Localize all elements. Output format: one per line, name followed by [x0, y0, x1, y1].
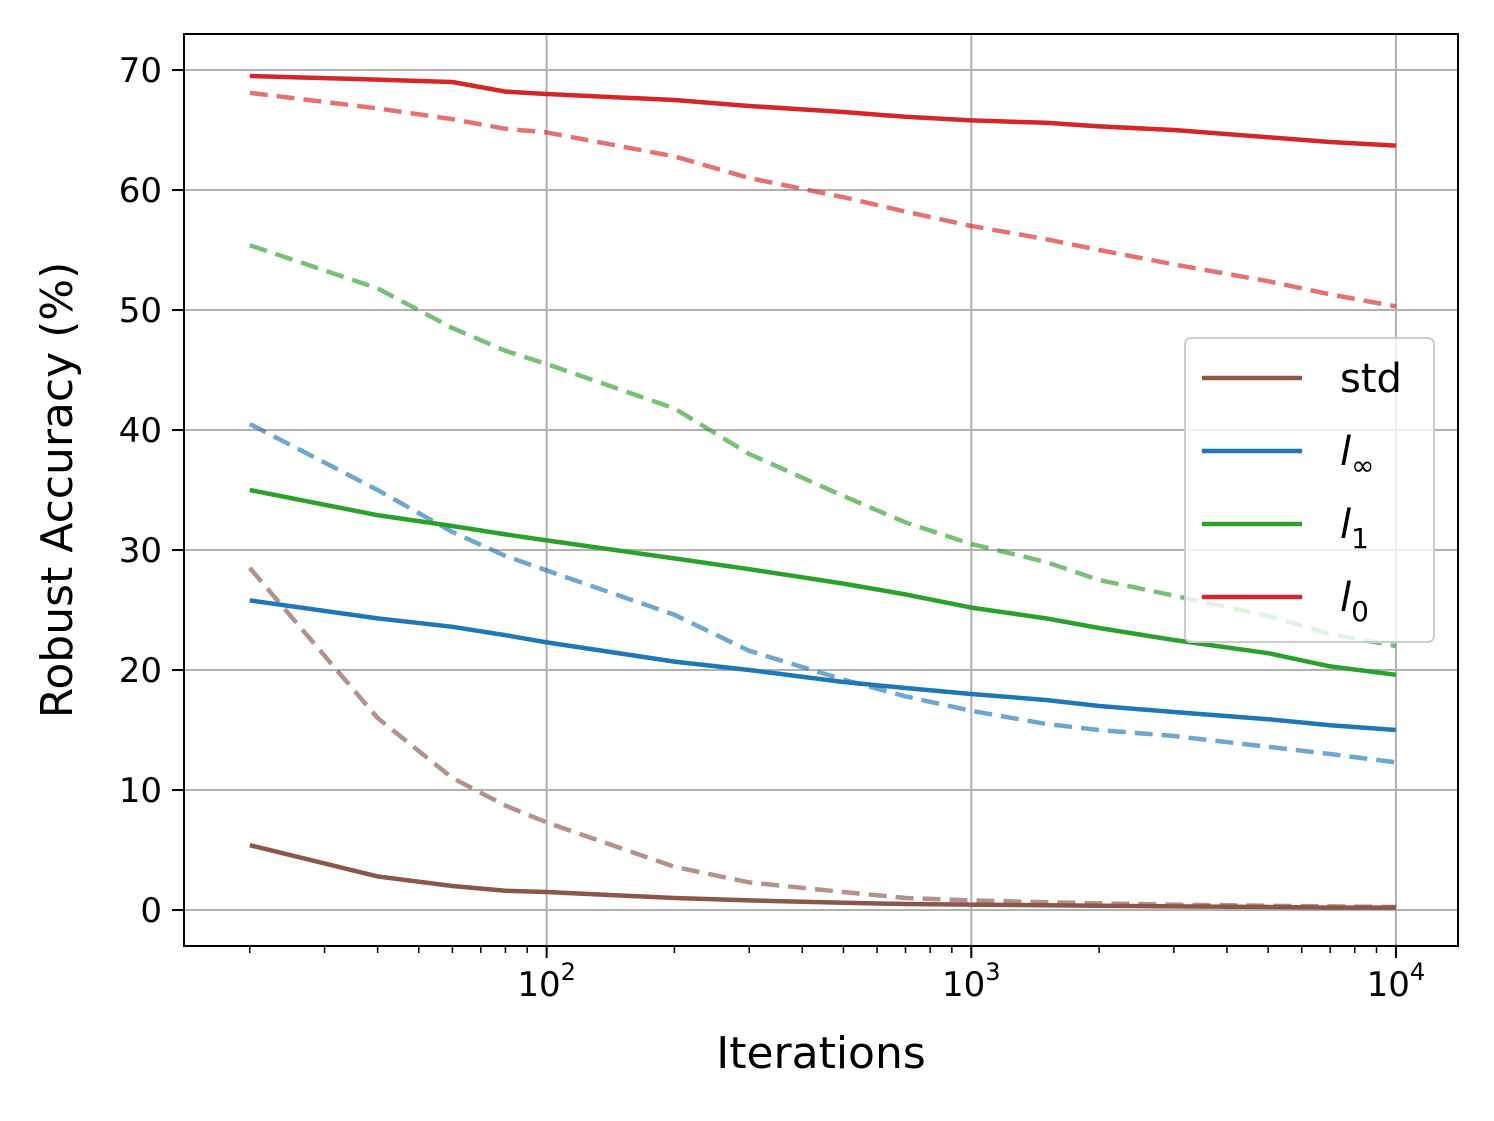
series-line-linf-solid	[249, 598, 1397, 733]
y-tick-label: 40	[119, 411, 162, 451]
series-line-std-solid	[249, 843, 1396, 910]
x-tick-label: 104	[1367, 958, 1426, 1005]
y-axis-ticks: 0 10 20 30 40 50 60 70	[119, 51, 184, 931]
grid	[184, 34, 1458, 946]
y-tick-label: 60	[119, 171, 162, 211]
legend-frame	[1184, 337, 1435, 643]
series-line-std-dashed	[248, 566, 1396, 910]
y-tick-label: 50	[119, 291, 162, 331]
x-axis-ticks: 102 103 104	[249, 946, 1426, 1005]
y-tick-label: 10	[119, 771, 162, 811]
x-axis-label: Iterations	[716, 1028, 926, 1079]
plot-frame	[183, 33, 1459, 947]
legend: std l∞ l1 l0	[1184, 337, 1435, 643]
legend-label-linf: l∞	[1340, 429, 1374, 482]
legend-label-l0: l0	[1340, 575, 1369, 628]
x-tick-label: 102	[517, 958, 576, 1005]
y-tick-label: 30	[119, 531, 162, 571]
y-tick-label: 0	[140, 891, 162, 931]
series-line-l1-solid	[249, 487, 1397, 678]
y-tick-label: 20	[119, 651, 162, 691]
y-tick-label: 70	[119, 51, 162, 91]
series-line-l0-dashed	[249, 90, 1397, 309]
series-line-linf-dashed	[248, 422, 1397, 765]
y-axis-label: Robust Accuracy (%)	[32, 262, 83, 719]
legend-label-std: std	[1340, 356, 1402, 402]
legend-label-l1: l1	[1340, 502, 1369, 555]
x-tick-label: 103	[942, 958, 1001, 1005]
series-line-l0-solid	[249, 73, 1397, 148]
